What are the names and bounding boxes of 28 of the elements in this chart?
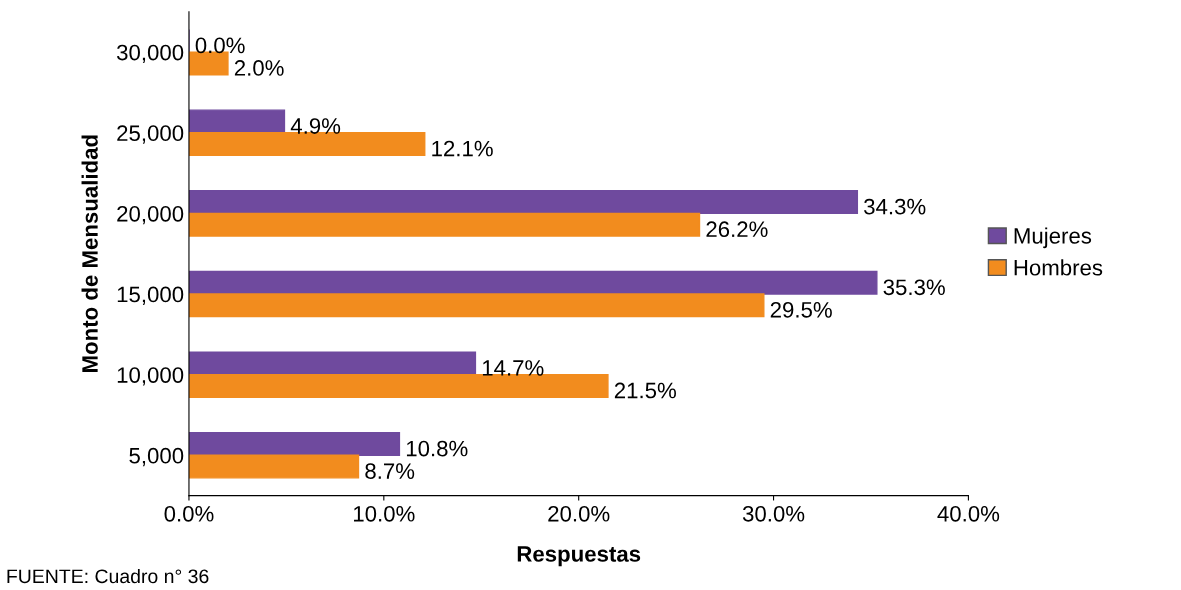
- data-label: 34.3%: [864, 198, 926, 215]
- x-axis-title: Respuestas: [517, 546, 641, 567]
- source-note: FUENTE: Cuadro n° 36: [7, 568, 209, 584]
- legend-label: Mujeres: [1014, 227, 1092, 249]
- y-tick-label: 25,000: [117, 125, 184, 144]
- x-tick-label: 40.0%: [937, 505, 1000, 522]
- data-label: 14.7%: [482, 360, 544, 376]
- x-tick-label: 30.0%: [742, 505, 805, 522]
- y-tick-label: 5,000: [129, 447, 184, 467]
- y-tick-label: 15,000: [117, 286, 184, 305]
- data-label: 2.0%: [234, 60, 284, 76]
- data-label: 29.5%: [770, 301, 832, 318]
- data-label: 26.2%: [706, 221, 768, 238]
- x-tick-label: 20.0%: [548, 505, 610, 522]
- data-label: 8.7%: [365, 463, 415, 479]
- data-label: 0.0%: [195, 37, 245, 54]
- data-label: 21.5%: [614, 382, 676, 399]
- y-tick-label: 30,000: [116, 44, 184, 64]
- y-tick-label: 20,000: [117, 205, 184, 225]
- data-label: 4.9%: [290, 118, 341, 134]
- data-label: 12.1%: [432, 140, 493, 157]
- legend-label: Hombres: [1014, 259, 1103, 276]
- x-tick-label: 10.0%: [354, 505, 415, 522]
- data-label: 10.8%: [406, 440, 468, 457]
- y-axis-title: Monto de Mensualidad: [81, 135, 98, 372]
- data-label: 35.3%: [883, 279, 945, 296]
- y-tick-label: 10,000: [117, 367, 184, 386]
- x-tick-label: 0.0%: [164, 505, 214, 522]
